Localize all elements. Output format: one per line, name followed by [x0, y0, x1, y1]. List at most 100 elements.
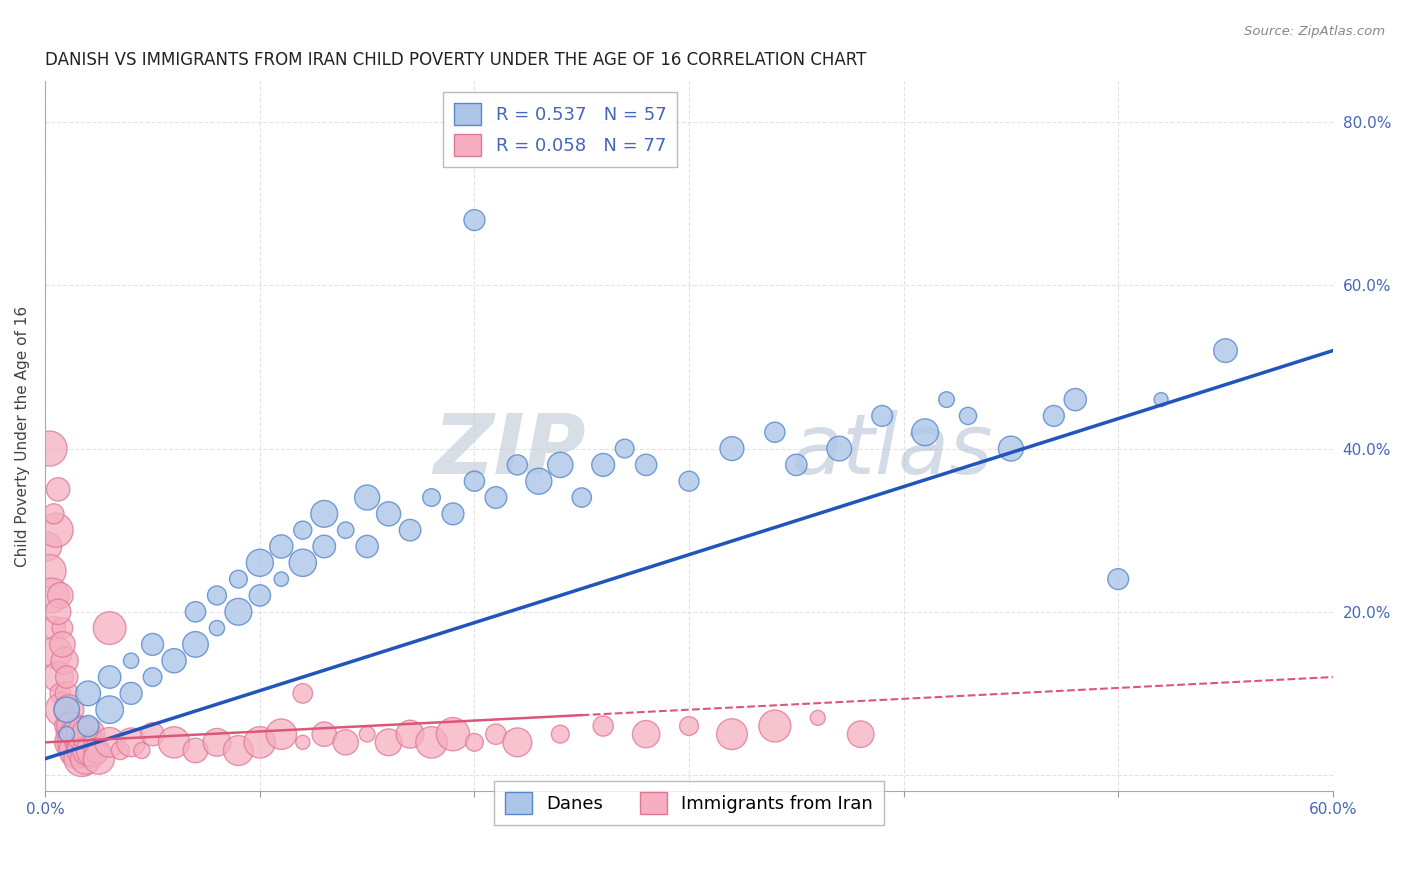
Point	[51, 621, 73, 635]
Point	[184, 637, 207, 651]
Point	[83, 735, 105, 749]
Point	[45, 523, 67, 537]
Text: atlas: atlas	[792, 410, 994, 491]
Point	[98, 621, 121, 635]
Point	[249, 589, 271, 603]
Point	[46, 483, 69, 497]
Point	[314, 507, 336, 521]
Point	[163, 735, 186, 749]
Point	[485, 727, 508, 741]
Point	[49, 589, 72, 603]
Point	[142, 637, 165, 651]
Point	[69, 727, 91, 741]
Point	[55, 670, 77, 684]
Point	[42, 507, 65, 521]
Point	[399, 727, 422, 741]
Point	[110, 743, 132, 757]
Point	[356, 491, 378, 505]
Point	[636, 458, 658, 472]
Point	[1064, 392, 1087, 407]
Point	[935, 392, 957, 407]
Point	[131, 743, 153, 757]
Point	[46, 605, 69, 619]
Point	[463, 213, 485, 227]
Point	[441, 507, 464, 521]
Point	[463, 474, 485, 488]
Point	[77, 686, 100, 700]
Point	[763, 719, 786, 733]
Point	[592, 719, 614, 733]
Point	[73, 743, 96, 757]
Point	[42, 621, 65, 635]
Point	[41, 589, 63, 603]
Point	[98, 735, 121, 749]
Text: Source: ZipAtlas.com: Source: ZipAtlas.com	[1244, 25, 1385, 38]
Point	[548, 458, 571, 472]
Point	[51, 703, 73, 717]
Point	[60, 735, 83, 749]
Point	[356, 727, 378, 741]
Point	[205, 735, 228, 749]
Point	[527, 474, 550, 488]
Point	[87, 752, 110, 766]
Point	[86, 743, 108, 757]
Point	[420, 491, 443, 505]
Point	[77, 743, 100, 757]
Point	[463, 735, 485, 749]
Point	[51, 637, 73, 651]
Point	[77, 719, 100, 733]
Point	[506, 735, 529, 749]
Point	[377, 507, 399, 521]
Point	[291, 735, 314, 749]
Point	[249, 556, 271, 570]
Point	[763, 425, 786, 440]
Legend: Danes, Immigrants from Iran: Danes, Immigrants from Iran	[495, 781, 884, 825]
Point	[38, 442, 60, 456]
Y-axis label: Child Poverty Under the Age of 16: Child Poverty Under the Age of 16	[15, 306, 30, 567]
Point	[678, 474, 700, 488]
Point	[55, 703, 77, 717]
Text: ZIP: ZIP	[433, 410, 586, 491]
Point	[49, 686, 72, 700]
Point	[914, 425, 936, 440]
Point	[828, 442, 851, 456]
Point	[1000, 442, 1022, 456]
Point	[270, 572, 292, 586]
Point	[314, 727, 336, 741]
Point	[548, 727, 571, 741]
Point	[120, 654, 142, 668]
Point	[1215, 343, 1237, 358]
Point	[485, 491, 508, 505]
Point	[506, 458, 529, 472]
Point	[205, 589, 228, 603]
Text: DANISH VS IMMIGRANTS FROM IRAN CHILD POVERTY UNDER THE AGE OF 16 CORRELATION CHA: DANISH VS IMMIGRANTS FROM IRAN CHILD POV…	[45, 51, 866, 69]
Point	[53, 654, 76, 668]
Point	[55, 727, 77, 741]
Point	[956, 409, 979, 423]
Point	[163, 654, 186, 668]
Point	[1150, 392, 1173, 407]
Point	[785, 458, 807, 472]
Point	[441, 727, 464, 741]
Point	[62, 727, 84, 741]
Point	[53, 719, 76, 733]
Point	[70, 752, 93, 766]
Point	[870, 409, 893, 423]
Point	[120, 686, 142, 700]
Point	[82, 743, 104, 757]
Point	[291, 686, 314, 700]
Point	[58, 703, 80, 717]
Point	[1107, 572, 1129, 586]
Point	[37, 540, 59, 554]
Point	[120, 735, 142, 749]
Point	[291, 523, 314, 537]
Point	[270, 727, 292, 741]
Point	[46, 670, 69, 684]
Point	[314, 540, 336, 554]
Point	[58, 735, 80, 749]
Point	[98, 670, 121, 684]
Point	[38, 564, 60, 578]
Point	[184, 743, 207, 757]
Point	[142, 670, 165, 684]
Point	[807, 711, 830, 725]
